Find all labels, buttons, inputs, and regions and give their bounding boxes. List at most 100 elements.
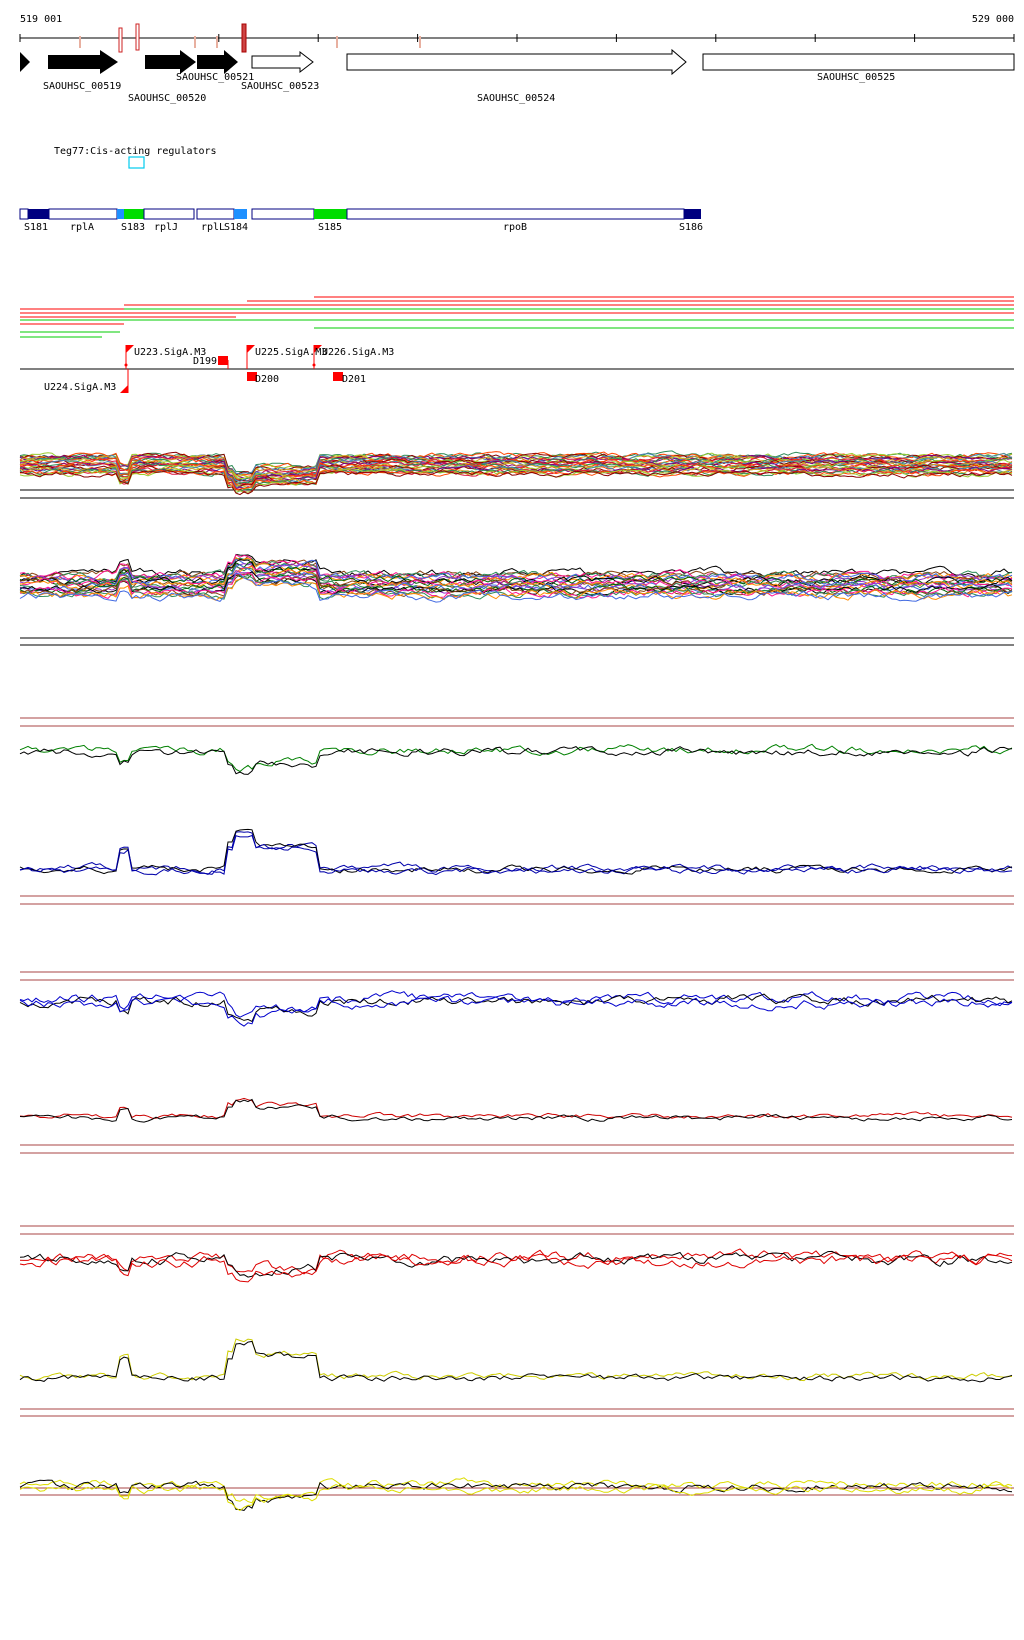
blue-profile: [19, 828, 1014, 905]
segment-s183[interactable]: [124, 209, 144, 219]
terminator-label-d201: D201: [342, 374, 366, 385]
segment-rplj[interactable]: [143, 208, 195, 220]
multi-condition-profile-a: [19, 450, 1014, 499]
terminator-d201[interactable]: [333, 372, 343, 381]
profile-line: [19, 461, 1013, 486]
profile-line: [19, 571, 1013, 599]
profile-line: [19, 470, 1013, 496]
promoter-flag[interactable]: [314, 345, 322, 353]
profile-line: [19, 1340, 1013, 1383]
promoter-flag[interactable]: [126, 345, 134, 353]
profile-line: [19, 571, 1013, 597]
segment-box[interactable]: [251, 208, 315, 220]
terminator-d199[interactable]: [218, 356, 228, 365]
gene-track: SAOUHSC_00519 SAOUHSC_00520 SAOUHSC_0052…: [20, 48, 1015, 104]
segment-label-rpob: rpoB: [503, 222, 527, 233]
segment-rpob[interactable]: [346, 208, 685, 220]
profile-line: [19, 990, 1013, 1018]
start-coordinate: 519 001: [20, 14, 62, 25]
segment-s185[interactable]: [314, 209, 347, 219]
profile-line: [19, 828, 1013, 875]
regulator-track: Teg77:Cis-acting regulators: [54, 146, 217, 169]
end-coordinate: 529 000: [972, 14, 1014, 25]
segment-small[interactable]: [117, 209, 124, 219]
regulator-label: Teg77:Cis-acting regulators: [54, 146, 217, 157]
gene-label-saouhsc-00523: SAOUHSC_00523: [241, 81, 319, 92]
yellow-profile-2: [19, 1477, 1014, 1512]
profile-line: [19, 831, 1013, 875]
profile-line: [19, 743, 1013, 773]
profile-line: [19, 994, 1013, 1027]
gene-arrow-start[interactable]: [20, 52, 30, 72]
profile-line: [19, 573, 1013, 598]
promoter-flag-down[interactable]: [120, 385, 128, 393]
gene-label-saouhsc-00524: SAOUHSC_00524: [477, 93, 555, 104]
multi-condition-profile-b: [19, 553, 1014, 646]
profile-line: [19, 1338, 1013, 1382]
profile-line: [19, 1251, 1013, 1283]
profile-line: [19, 993, 1013, 1023]
yellow-profile: [19, 1338, 1014, 1417]
tu-label-u223: U223.SigA.M3: [134, 347, 206, 358]
segment-label-s184: S184: [224, 222, 248, 233]
gene-arrow-saouhsc-00521[interactable]: [197, 50, 238, 74]
profile-line: [19, 572, 1013, 603]
gene-arrow-saouhsc-00520[interactable]: [145, 50, 196, 74]
tu-label-u225: U225.SigA.M3: [255, 347, 327, 358]
promoter-flag[interactable]: [247, 345, 255, 353]
profile-line: [19, 457, 1013, 482]
ruler-marker[interactable]: [241, 23, 247, 53]
segment-label-rpll: rplL: [201, 222, 225, 233]
segment-label-rpla: rplA: [70, 222, 94, 233]
profile-line: [19, 1248, 1013, 1275]
expression-profiles: [19, 450, 1014, 1512]
profile-line: [19, 834, 1013, 876]
red-profile: [19, 1097, 1014, 1154]
profile-line: [19, 468, 1013, 494]
segment-s181[interactable]: [28, 209, 49, 219]
segment-s184[interactable]: [234, 209, 247, 219]
tu-label-u224: U224.SigA.M3: [44, 382, 116, 393]
segment-label-s186: S186: [679, 222, 703, 233]
terminator-label-d200: D200: [255, 374, 279, 385]
gene-box-saouhsc-00525[interactable]: [702, 53, 1015, 71]
gene-arrow-saouhsc-00524[interactable]: [346, 48, 687, 76]
profile-line: [19, 562, 1013, 587]
segment-label-s181: S181: [24, 222, 48, 233]
tu-label-u226: U226.SigA.M3: [322, 347, 394, 358]
gene-label-saouhsc-00525: SAOUHSC_00525: [817, 72, 895, 83]
profile-line: [19, 1483, 1013, 1512]
segment-rpla[interactable]: [48, 208, 118, 220]
profile-line: [19, 553, 1013, 579]
segment-track: S181 rplA S183 rplJ rplL S184 S185 rpoB …: [19, 208, 703, 233]
profile-line: [19, 574, 1013, 600]
segment-label-s185: S185: [318, 222, 342, 233]
profile-line: [19, 1097, 1013, 1119]
red-profile-2: [19, 1225, 1014, 1283]
segment-s186[interactable]: [684, 209, 701, 219]
coordinate-ruler: 519 001 529 000: [19, 14, 1015, 53]
gene-arrow-saouhsc-00519[interactable]: [48, 50, 118, 74]
gene-label-saouhsc-00521: SAOUHSC_00521: [176, 72, 254, 83]
regulator-box[interactable]: [128, 156, 145, 169]
profile-line: [19, 1098, 1013, 1123]
segment-box[interactable]: [19, 208, 29, 220]
blue-profile-2: [19, 971, 1014, 1027]
transcript-track: [20, 296, 1014, 338]
segment-label-rplj: rplJ: [154, 222, 178, 233]
profile-line: [19, 746, 1013, 775]
profile-line: [19, 455, 1013, 482]
terminator-label-d199: D199: [193, 356, 217, 367]
terminator-d200[interactable]: [247, 372, 257, 381]
ruler-marker[interactable]: [135, 23, 140, 51]
ruler-marker[interactable]: [118, 27, 123, 53]
segment-label-s183: S183: [121, 222, 145, 233]
gene-arrow-saouhsc-00523[interactable]: [251, 50, 314, 74]
gene-label-saouhsc-00519: SAOUHSC_00519: [43, 81, 121, 92]
profile-line: [19, 564, 1013, 591]
tu-track: U223.SigA.M3 U225.SigA.M3 U226.SigA.M3 U…: [20, 345, 1014, 393]
segment-rpll[interactable]: [196, 208, 235, 220]
profile-line: [19, 451, 1013, 476]
profile-line: [19, 577, 1013, 601]
